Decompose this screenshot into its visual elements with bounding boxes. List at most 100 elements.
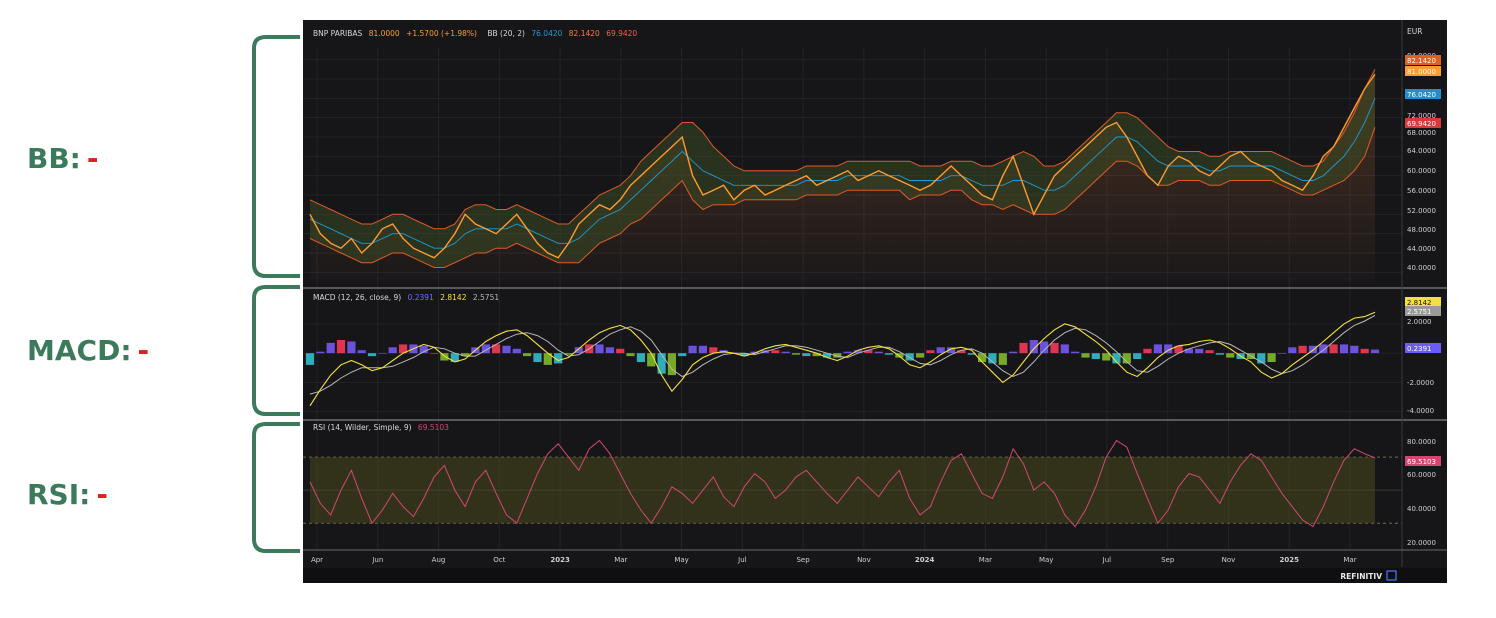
- time-axis-tick-13: Jul: [1102, 556, 1112, 564]
- macd-bracket: [252, 285, 300, 416]
- bb-axis-tick-1-box: [1405, 55, 1441, 65]
- macd-hist-bar: [1143, 348, 1152, 354]
- macd-hist-bar: [688, 345, 697, 354]
- macd-hist-bar: [316, 351, 325, 354]
- macd-hist-bar: [698, 345, 707, 354]
- macd-hist-bar: [978, 353, 987, 362]
- macd-hist-bar: [357, 350, 366, 354]
- rsi-axis-tick-0: 80.0000: [1407, 438, 1436, 446]
- bb-axis-tick-9: 56.0000: [1407, 187, 1436, 195]
- price-change: +1.5700 (+1.98%): [406, 29, 477, 38]
- macd-hist-bar: [605, 347, 614, 354]
- macd-hist-bar: [336, 340, 346, 354]
- rsi-label: RSI: -: [27, 478, 108, 511]
- rsi-label-text: RSI:: [27, 478, 91, 511]
- rsi-value: 69.5103: [418, 423, 449, 432]
- macd-hist-bar: [564, 353, 573, 355]
- macd-hist-bar: [1102, 353, 1111, 361]
- macd-hist-bar: [636, 353, 645, 362]
- bb-axis-tick-13: 40.0000: [1407, 264, 1436, 272]
- macd-hist-bar: [388, 347, 397, 354]
- macd-hist-bar: [771, 350, 780, 354]
- rsi-band-fill: [310, 457, 1375, 524]
- macd-hist-bar: [378, 353, 387, 354]
- price-last: 81.0000: [369, 29, 400, 38]
- macd-hist-bar: [1184, 348, 1193, 354]
- macd-hist-bar: [843, 351, 852, 354]
- macd-hist-bar: [1164, 344, 1173, 354]
- bb-header[interactable]: BNP PARIBAS 81.0000 +1.5700 (+1.98%) BB …: [313, 29, 637, 38]
- macd-hist-bar: [905, 353, 914, 361]
- tick-layer: 84.000082.142081.000076.042072.000069.94…: [311, 52, 1441, 564]
- macd-hist-bar: [884, 353, 894, 355]
- time-axis-tick-14: Sep: [1161, 556, 1175, 564]
- time-axis-tick-9: Nov: [857, 556, 871, 564]
- macd-header[interactable]: MACD (12, 26, close, 9) 0.2391 2.8142 2.…: [313, 293, 499, 302]
- bb-axis-tick-6: 68.0000: [1407, 129, 1436, 137]
- macd-hist-bar: [1195, 348, 1204, 354]
- bb-upper-line[interactable]: [309, 69, 1376, 230]
- macd-hist-bar: [440, 353, 449, 361]
- time-axis-tick-8: Sep: [796, 556, 810, 564]
- macd-hist-bar: [1060, 344, 1069, 354]
- time-axis-tick-10: 2024: [915, 556, 935, 564]
- macd-hist-bar: [1081, 353, 1090, 358]
- macd-hist-bar: [1277, 353, 1286, 354]
- time-axis-tick-4: 2023: [550, 556, 570, 564]
- macd-hist-bar: [853, 350, 863, 354]
- macd-axis-tick-3: 0.2391: [1407, 345, 1432, 353]
- macd-hist-bar: [667, 353, 676, 376]
- time-axis-tick-2: Aug: [432, 556, 446, 564]
- macd-hist-bar: [812, 353, 821, 357]
- bb-axis-tick-12: 44.0000: [1407, 245, 1436, 253]
- rsi-axis-tick-3: 40.0000: [1407, 505, 1436, 513]
- rsi-axis-tick-2: 60.0000: [1407, 471, 1436, 479]
- macd-signal-line[interactable]: [309, 314, 1376, 395]
- macd-axis-tick-0-box: [1405, 297, 1441, 307]
- macd-hist-bar: [523, 353, 532, 357]
- bb-mid: 76.0420: [531, 29, 562, 38]
- macd-hist-bar: [988, 353, 997, 364]
- macd-hist-bar: [326, 342, 335, 354]
- macd-hist-bar: [822, 353, 832, 358]
- price-line[interactable]: [309, 73, 1376, 259]
- bb-lower-line[interactable]: [309, 127, 1376, 268]
- currency-label: EUR: [1407, 27, 1422, 36]
- time-axis-tick-12: May: [1039, 556, 1053, 564]
- rsi-axis-tick-1: 69.5103: [1407, 458, 1436, 466]
- price-name: BNP PARIBAS: [313, 29, 363, 38]
- macd-hist-bar: [1215, 353, 1224, 355]
- macd-hist-bar: [1288, 347, 1297, 354]
- pane-brackets: [252, 35, 300, 553]
- macd-hist-bar: [461, 353, 470, 357]
- macd-hist-bar: [895, 353, 904, 358]
- bb-bracket: [252, 35, 300, 278]
- macd-hist-bar: [367, 353, 377, 357]
- macd-hist-bar: [874, 351, 883, 354]
- macd-label-dash: -: [137, 334, 150, 367]
- rsi-header[interactable]: RSI (14, Wilder, Simple, 9) 69.5103: [313, 423, 449, 432]
- macd-label-text: MACD:: [27, 334, 132, 367]
- bb-mid-line[interactable]: [309, 98, 1376, 249]
- macd-signal-val: 2.5751: [473, 293, 499, 302]
- macd-hist-bar: [1370, 349, 1380, 354]
- macd-name: MACD (12, 26, close, 9): [313, 293, 401, 302]
- bb-lower: 69.9420: [606, 29, 637, 38]
- bb-axis-tick-5-box: [1405, 118, 1441, 128]
- footer-bar: [303, 568, 1447, 583]
- macd-axis-tick-4: -2.0000: [1407, 379, 1434, 387]
- macd-hist-bar: [574, 347, 583, 354]
- macd-line[interactable]: [309, 311, 1376, 407]
- time-axis-tick-1: Jun: [371, 556, 383, 564]
- chart-svg[interactable]: 84.000082.142081.000076.042072.000069.94…: [303, 20, 1447, 583]
- rsi-line[interactable]: [309, 439, 1376, 528]
- macd-hist-bar: [864, 350, 873, 354]
- macd-hist-bar: [750, 351, 759, 354]
- macd-hist-bar: [533, 353, 542, 362]
- macd-hist-bar: [481, 344, 490, 354]
- bb-axis-tick-1: 82.1420: [1407, 57, 1436, 65]
- chart-panel[interactable]: 84.000082.142081.000076.042072.000069.94…: [303, 20, 1447, 583]
- macd-axis-tick-2: 2.0000: [1407, 318, 1432, 326]
- time-axis-tick-16: 2025: [1279, 556, 1299, 564]
- macd-hist-bar: [657, 353, 666, 374]
